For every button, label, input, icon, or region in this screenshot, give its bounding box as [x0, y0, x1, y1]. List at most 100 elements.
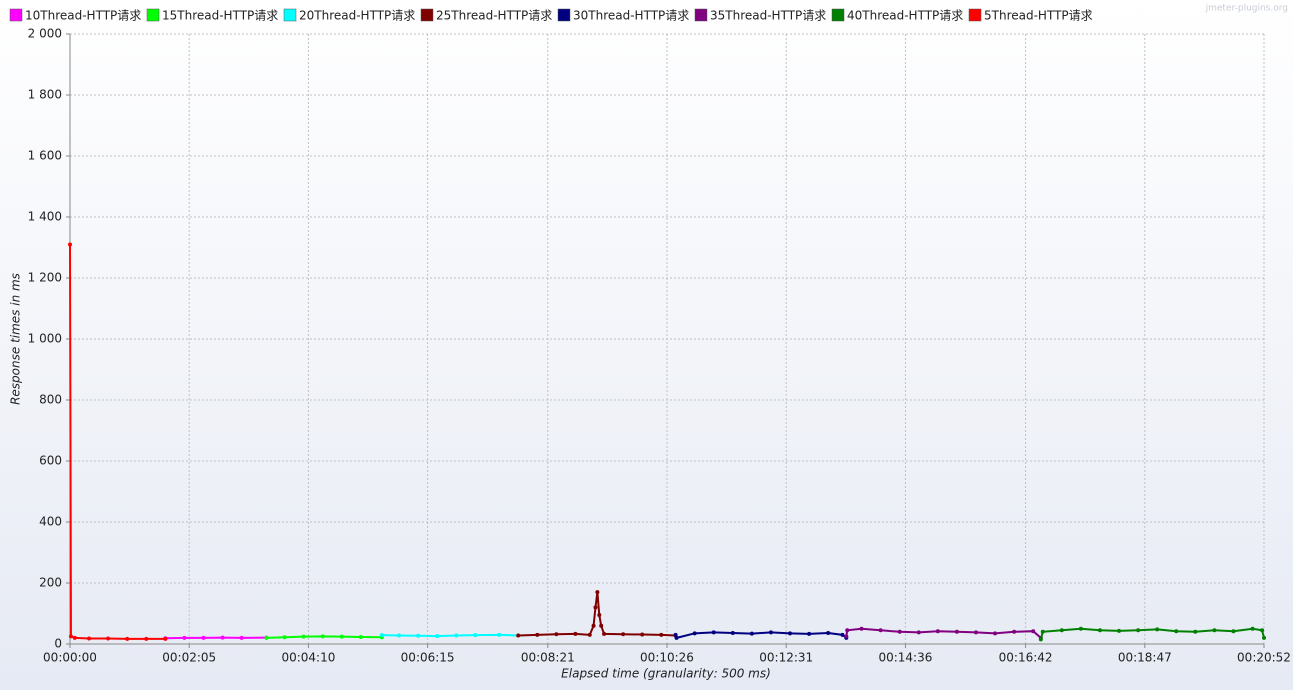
legend-swatch — [420, 8, 434, 22]
data-point — [516, 633, 521, 638]
legend-label: 15Thread-HTTP请求 — [162, 9, 278, 23]
y-tick-label: 1 600 — [28, 149, 62, 163]
data-point — [1097, 628, 1102, 633]
data-point — [301, 634, 306, 639]
y-tick-label: 400 — [39, 515, 62, 529]
data-point — [473, 633, 478, 638]
data-point — [916, 630, 921, 635]
data-point — [239, 635, 244, 640]
data-point — [201, 635, 206, 640]
data-point — [320, 634, 325, 639]
data-point — [339, 634, 344, 639]
data-point — [826, 631, 831, 636]
data-point — [68, 242, 72, 247]
data-point — [535, 632, 540, 637]
data-point — [749, 631, 754, 636]
data-point — [593, 605, 598, 610]
x-tick-label: 00:14:36 — [878, 651, 932, 665]
data-point — [954, 629, 959, 634]
data-point — [220, 635, 225, 640]
data-point — [1212, 628, 1217, 633]
legend-swatch — [831, 8, 845, 22]
data-point — [1012, 629, 1017, 634]
data-point — [1031, 629, 1036, 634]
data-point — [621, 632, 626, 637]
data-point — [878, 628, 883, 633]
data-point — [1174, 629, 1179, 634]
y-tick-label: 1 400 — [28, 210, 62, 224]
data-point — [435, 634, 440, 639]
data-point — [587, 632, 592, 637]
data-point — [897, 629, 902, 634]
data-point — [768, 630, 773, 635]
data-point — [144, 636, 149, 641]
data-point — [87, 636, 92, 641]
data-point — [845, 628, 850, 633]
y-axis-title: Response times in ms — [9, 273, 23, 405]
data-point — [106, 636, 111, 641]
watermark: jmeter-plugins.org — [1205, 4, 1288, 14]
data-point — [599, 623, 604, 628]
data-point — [935, 629, 940, 634]
data-point — [1155, 627, 1160, 632]
data-point — [72, 635, 77, 640]
data-point — [416, 633, 421, 638]
data-point — [1059, 628, 1064, 633]
legend-swatch — [557, 8, 571, 22]
data-point — [659, 632, 664, 637]
y-tick-label: 800 — [39, 393, 62, 407]
data-point — [711, 630, 716, 635]
legend-label: 25Thread-HTTP请求 — [436, 9, 552, 23]
legend-swatch — [146, 8, 160, 22]
data-point — [595, 590, 600, 595]
x-tick-label: 00:04:10 — [281, 651, 335, 665]
data-point — [1040, 629, 1045, 634]
legend-label: 35Thread-HTTP请求 — [710, 9, 826, 23]
data-point — [358, 634, 363, 639]
data-point — [68, 634, 73, 639]
data-point — [674, 635, 679, 640]
data-point — [1078, 626, 1083, 631]
series-line — [165, 636, 267, 640]
y-tick-label: 0 — [54, 637, 62, 651]
data-point — [182, 635, 187, 640]
y-tick-label: 200 — [39, 576, 62, 590]
data-point — [1231, 629, 1236, 634]
x-tick-label: 00:06:15 — [401, 651, 455, 665]
series-line — [674, 631, 847, 640]
data-point — [379, 633, 384, 638]
data-point — [1262, 635, 1266, 640]
data-point — [497, 632, 502, 637]
x-axis-title: Elapsed time (granularity: 500 ms) — [561, 667, 771, 681]
data-point — [602, 631, 607, 636]
data-point — [859, 626, 864, 631]
data-point — [1136, 628, 1141, 633]
x-tick-label: 00:18:47 — [1118, 651, 1172, 665]
data-point — [125, 636, 130, 641]
legend-swatch — [694, 8, 708, 22]
x-tick-label: 00:16:42 — [999, 651, 1053, 665]
legend-swatch — [283, 8, 297, 22]
series-line — [381, 633, 519, 638]
data-point — [1250, 626, 1255, 631]
x-tick-label: 00:12:31 — [759, 651, 813, 665]
data-point — [264, 635, 269, 640]
legend-swatch — [9, 8, 23, 22]
data-point — [1193, 629, 1198, 634]
data-point — [730, 631, 735, 636]
data-point — [692, 631, 697, 636]
data-point — [573, 631, 578, 636]
x-tick-label: 00:08:21 — [521, 651, 575, 665]
legend-label: 40Thread-HTTP请求 — [847, 9, 963, 23]
legend-label: 30Thread-HTTP请求 — [573, 9, 689, 23]
data-point — [397, 633, 402, 638]
data-point — [554, 632, 559, 637]
legend-swatch — [968, 8, 982, 22]
data-point — [1038, 637, 1043, 642]
x-tick-label: 00:00:00 — [43, 651, 97, 665]
data-point — [640, 632, 645, 637]
data-point — [807, 631, 812, 636]
